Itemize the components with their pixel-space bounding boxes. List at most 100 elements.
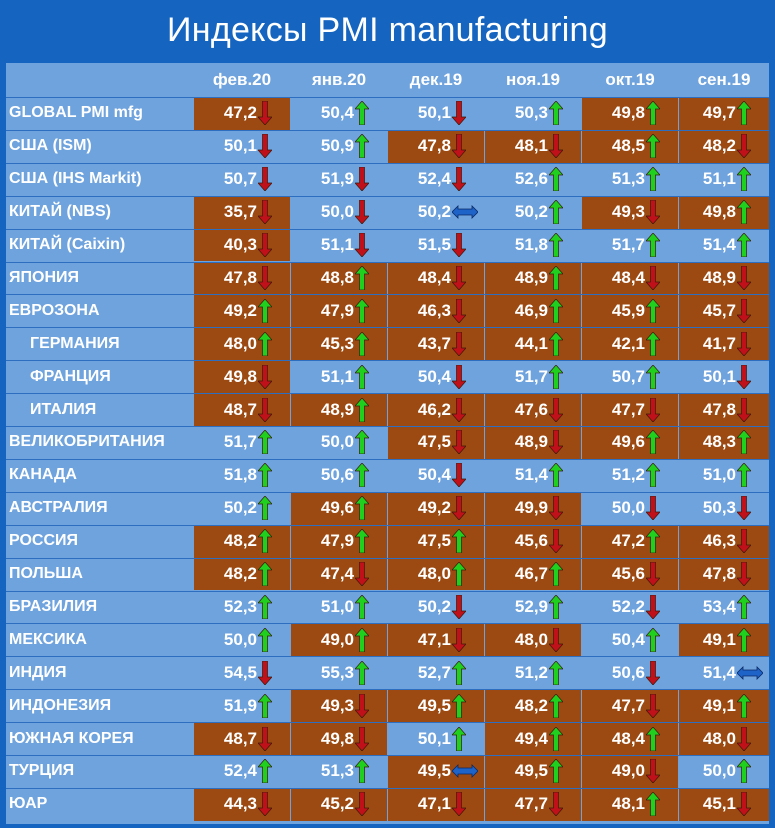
up-arrow-icon [452,693,466,718]
pmi-value: 49,2 [223,300,257,320]
value-cell: 51,3 [291,755,387,788]
row-label: GLOBAL PMI mfg [9,104,143,122]
pmi-value: 50,4 [611,629,645,649]
value-cell: 51,0 [679,459,769,492]
value-cell: 51,4 [679,229,769,262]
pmi-value: 48,4 [611,728,645,748]
value-cell: 49,3 [291,689,387,723]
value-cell: 50,6 [291,459,387,492]
row-divider [6,491,769,493]
up-arrow-icon [258,693,272,718]
value-cell: 48,9 [485,261,581,295]
table-row: ИНДОНЕЗИЯ 51,9 49,3 49,5 48,2 47,7 49,1 [6,689,769,723]
down-arrow-icon [452,496,466,521]
row-divider [6,360,769,362]
pmi-value: 50,3 [702,498,736,518]
pmi-value: 49,4 [514,728,548,748]
up-arrow-icon [549,233,563,258]
down-arrow-icon [452,331,466,356]
down-arrow-icon [258,364,272,389]
table-row: ПОЛЬША 48,2 47,4 48,0 46,7 45,6 47,8 [6,557,769,591]
value-cell: 51,9 [194,689,290,722]
up-arrow-icon [549,298,563,323]
value-cell: 46,7 [485,557,581,591]
value-cell: 51,7 [485,360,581,393]
value-cell: 48,1 [582,787,678,821]
pmi-value: 51,7 [223,432,257,452]
up-arrow-icon [549,759,563,784]
value-cell: 50,1 [679,360,769,393]
pmi-value: 48,0 [702,728,736,748]
pmi-value: 51,7 [514,366,548,386]
value-cell: 50,1 [388,722,484,755]
up-arrow-icon [549,726,563,751]
value-cell: 45,1 [679,787,769,821]
pmi-value: 49,3 [320,695,354,715]
value-cell: 47,7 [582,689,678,723]
down-arrow-icon [737,792,751,817]
value-cell: 49,8 [194,360,290,394]
value-cell: 49,0 [582,755,678,788]
pmi-value: 51,8 [223,465,257,485]
down-arrow-icon [646,759,660,784]
value-cell: 47,7 [485,787,581,821]
value-cell: 52,4 [194,755,290,788]
pmi-value: 51,2 [514,662,548,682]
pmi-value: 50,0 [320,202,354,222]
pmi-value: 48,9 [514,267,548,287]
value-cell: 52,4 [388,163,484,196]
down-arrow-icon [452,134,466,159]
pmi-value: 52,7 [417,662,451,682]
value-cell: 50,4 [291,97,387,130]
up-arrow-icon [549,364,563,389]
value-cell: 51,1 [679,163,769,196]
up-arrow-icon [452,529,466,554]
column-header: сен.19 [697,70,751,89]
value-cell: 50,0 [291,196,387,229]
pmi-value: 49,8 [611,103,645,123]
up-arrow-icon [737,759,751,784]
value-cell: 51,5 [388,229,484,262]
table-row: МЕКСИКА 50,0 49,0 47,1 48,0 50,4 49,1 [6,623,769,657]
flat-arrow-icon [452,764,478,779]
up-arrow-icon [737,430,751,455]
down-arrow-icon [452,430,466,455]
up-arrow-icon [549,693,563,718]
up-arrow-icon [355,101,369,126]
up-arrow-icon [258,430,272,455]
up-arrow-icon [737,200,751,225]
row-divider [6,261,769,263]
row-label: КИТАЙ (Caixin) [9,236,126,254]
down-arrow-icon [452,364,466,389]
up-arrow-icon [355,298,369,323]
pmi-value: 47,7 [514,794,548,814]
row-label: ФРАНЦИЯ [30,367,111,385]
pmi-value: 45,1 [702,794,736,814]
down-arrow-icon [737,562,751,587]
down-arrow-icon [355,792,369,817]
value-cell: 49,6 [291,491,387,525]
up-arrow-icon [737,233,751,258]
pmi-value: 45,6 [514,531,548,551]
up-arrow-icon [549,562,563,587]
value-cell: 48,4 [582,722,678,755]
pmi-value: 47,4 [320,564,354,584]
up-arrow-icon [355,430,369,455]
up-arrow-icon [355,660,369,685]
pmi-value: 52,6 [514,169,548,189]
table-row: КАНАДА 51,8 50,6 50,4 51,4 51,2 51,0 [6,459,769,492]
value-cell: 50,0 [194,623,290,656]
pmi-value: 49,8 [702,202,736,222]
value-cell: 51,7 [194,426,290,459]
pmi-value: 49,1 [702,695,736,715]
value-cell: 51,1 [291,229,387,262]
value-cell: 49,1 [679,689,769,723]
up-arrow-icon [737,693,751,718]
row-divider [6,689,769,691]
row-label: МЕКСИКА [9,630,87,648]
value-cell: 52,9 [485,591,581,624]
up-arrow-icon [737,594,751,619]
row-label: США (IHS Markit) [9,170,142,188]
row-divider [6,623,769,625]
